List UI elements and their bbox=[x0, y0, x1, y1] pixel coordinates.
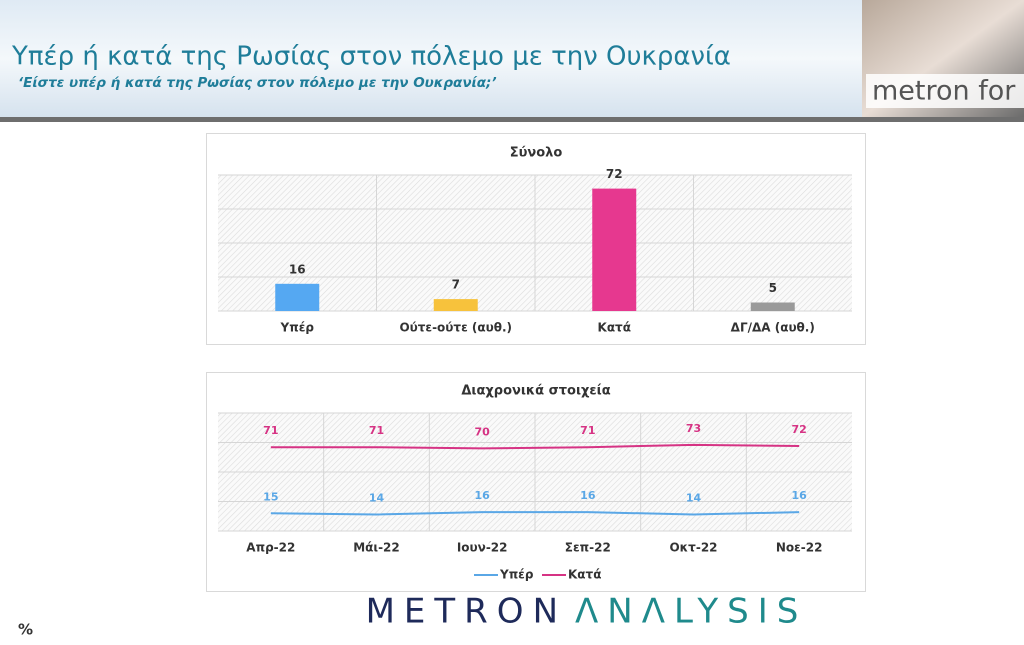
x-tick-label: ΔΓ/ΔΑ (αυθ.) bbox=[731, 321, 815, 335]
value-label: 16 bbox=[289, 262, 306, 276]
unit-label: % bbox=[18, 621, 33, 639]
x-tick-label: Απρ-22 bbox=[246, 541, 295, 555]
line bbox=[270, 511, 800, 516]
value-label: 15 bbox=[263, 490, 278, 503]
value-label: 16 bbox=[580, 489, 596, 502]
value-label: 14 bbox=[369, 491, 385, 504]
x-tick-label: Μάι-22 bbox=[353, 541, 400, 555]
chart-title: Σύνολο bbox=[510, 146, 563, 161]
x-tick-label: Κατά bbox=[598, 321, 631, 335]
value-label: 71 bbox=[369, 424, 384, 437]
x-tick-label: Ούτε-ούτε (αυθ.) bbox=[399, 321, 512, 335]
value-label: 7 bbox=[452, 278, 460, 292]
legend-label: Υπέρ bbox=[499, 568, 534, 582]
x-tick-label: Υπέρ bbox=[280, 321, 315, 335]
value-label: 71 bbox=[580, 424, 595, 437]
chart-title: Διαχρονικά στοιχεία bbox=[461, 384, 610, 399]
bar bbox=[592, 188, 637, 311]
x-tick-label: Οκτ-22 bbox=[669, 541, 717, 555]
header-subtitle: ‘Είστε υπέρ ή κατά της Ρωσίας στον πόλεμ… bbox=[18, 75, 497, 91]
bar bbox=[275, 283, 320, 311]
legend-label: Κατά bbox=[568, 568, 601, 582]
bar bbox=[433, 299, 478, 311]
value-label: 70 bbox=[475, 425, 491, 438]
bar bbox=[750, 302, 795, 311]
logo-text: metron for bbox=[872, 76, 1016, 107]
header-rule bbox=[0, 117, 1024, 122]
value-label: 14 bbox=[686, 491, 702, 504]
x-tick-label: Ιουν-22 bbox=[457, 541, 508, 555]
logo-plate bbox=[866, 74, 1024, 108]
value-label: 72 bbox=[606, 167, 623, 181]
value-label: 72 bbox=[792, 423, 807, 436]
x-tick-label: Σεπ-22 bbox=[565, 541, 611, 555]
value-label: 73 bbox=[686, 422, 701, 435]
x-tick-label: Νοε-22 bbox=[776, 541, 823, 555]
value-label: 16 bbox=[475, 489, 491, 502]
value-label: 16 bbox=[792, 489, 808, 502]
value-label: 5 bbox=[769, 281, 777, 295]
brand-right: ΛNΛLYSIS bbox=[575, 592, 807, 632]
header-title: Υπέρ ή κατά της Ρωσίας στον πόλεμο με τη… bbox=[11, 42, 731, 72]
line bbox=[270, 443, 800, 450]
header-band bbox=[0, 0, 1024, 118]
value-label: 71 bbox=[263, 424, 278, 437]
brand-left: METRON bbox=[366, 592, 567, 632]
